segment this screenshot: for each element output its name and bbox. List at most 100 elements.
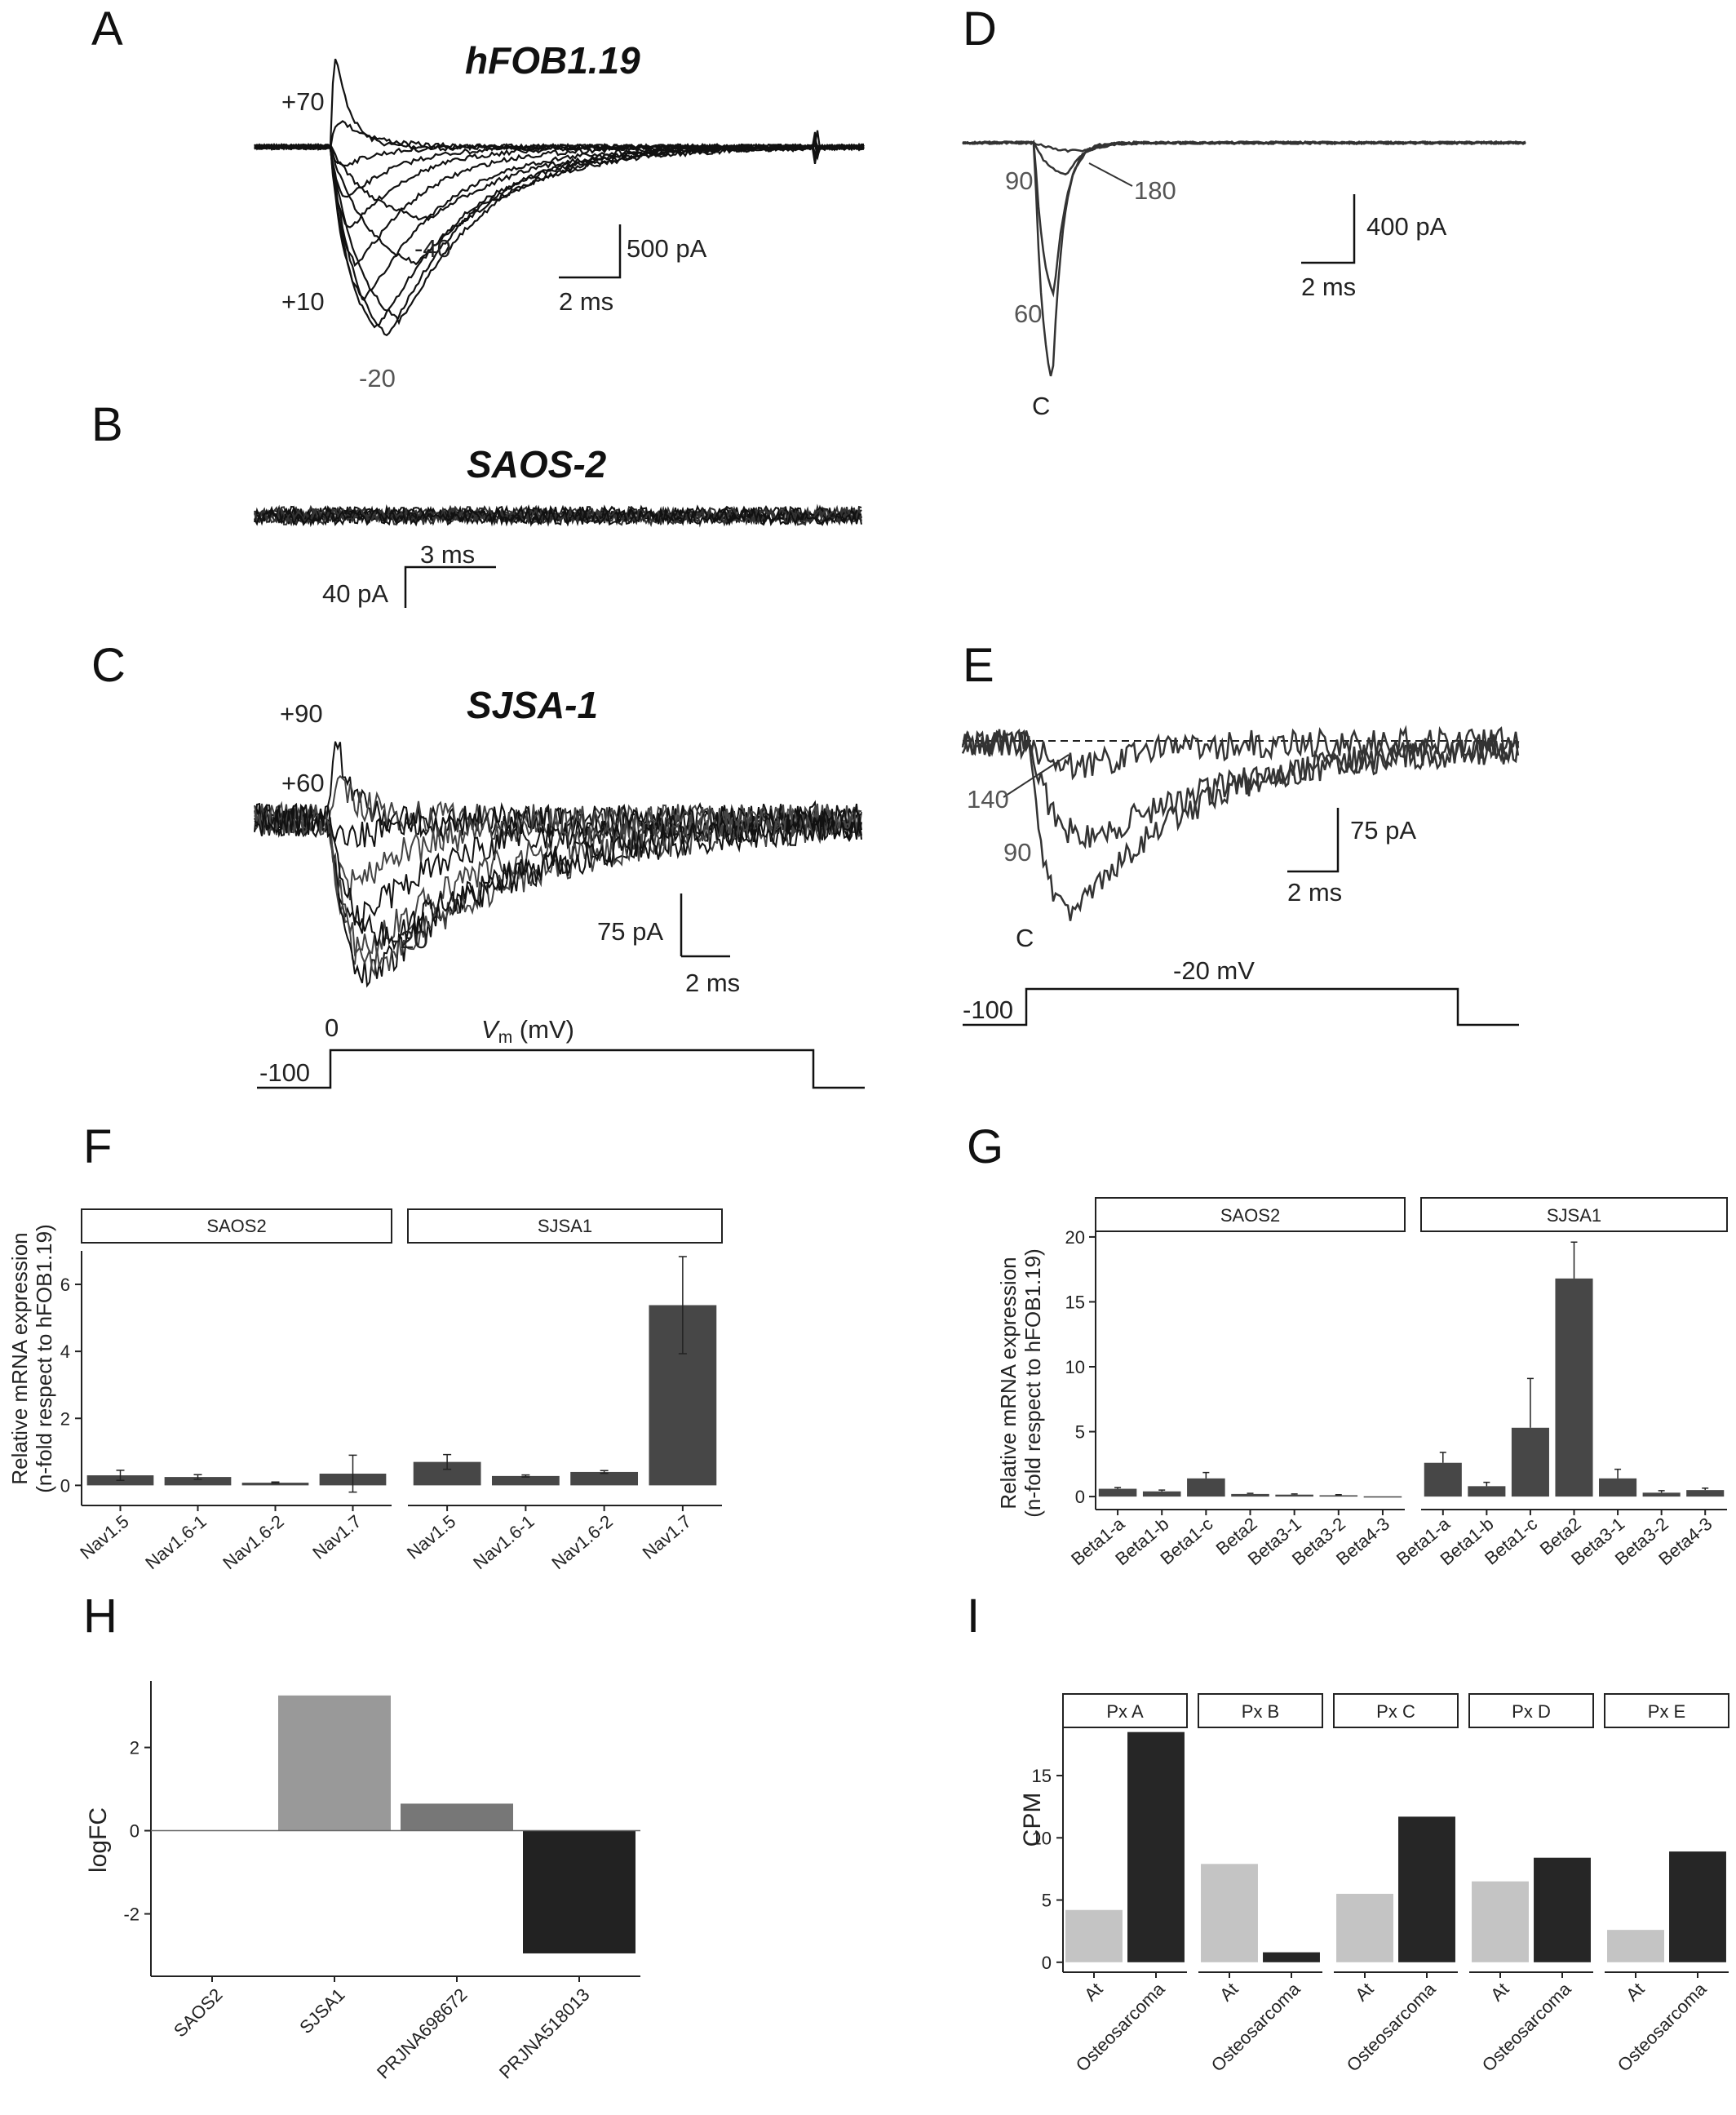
bar	[164, 1477, 232, 1486]
holding-label-e: -100	[963, 995, 1013, 1024]
x-tick-label: Nav1.6-1	[469, 1511, 538, 1574]
error-bar	[1291, 1493, 1298, 1495]
bar	[1669, 1851, 1726, 1962]
f-y-tick-label: 0	[60, 1475, 70, 1496]
panel-label-a: A	[91, 2, 123, 55]
error-bar	[116, 1470, 125, 1481]
bar	[1263, 1952, 1320, 1962]
g-y-tick-label: 15	[1065, 1292, 1085, 1312]
h-plot: -2 0 2 SAOS2 SJSA1 PRJNA698672 PRJNA518013	[123, 1681, 640, 2082]
error-bar	[1158, 1489, 1166, 1492]
error-bar	[348, 1454, 357, 1493]
g-y-tick-label: 0	[1075, 1487, 1085, 1507]
current-trace	[254, 802, 862, 951]
bar	[1363, 1496, 1402, 1498]
h-y-tick-label: 2	[130, 1738, 140, 1758]
g-facet-sjsa1: SJSA1Beta1-aBeta1-bBeta1-cBeta2Beta3-1Be…	[1393, 1197, 1728, 1569]
error-bar	[193, 1474, 202, 1480]
bar	[1065, 1909, 1123, 1962]
label-plus70: +70	[281, 87, 325, 116]
error-bar	[1202, 1471, 1210, 1479]
current-trace	[254, 137, 865, 268]
bar	[1472, 1881, 1529, 1962]
x-tick-label: SAOS2	[170, 1984, 227, 2042]
x-tick-label: At	[1351, 1979, 1377, 2005]
panel-b-saos2-traces: SAOS-2 3 ms 40 pA	[254, 443, 862, 608]
current-trace	[254, 142, 865, 228]
f-ylabel-line2: (n-fold respect to hFOB1.19)	[32, 1224, 56, 1492]
bar	[1599, 1478, 1637, 1497]
g-y-tick-label: 10	[1065, 1357, 1085, 1377]
error-bar	[271, 1481, 280, 1484]
error-bar	[1570, 1241, 1578, 1279]
x-tick-label: PRJNA518013	[495, 1984, 594, 2083]
scale-current-d: 400 pA	[1366, 212, 1447, 241]
bar	[1142, 1491, 1181, 1497]
g-y-tick-label: 5	[1075, 1422, 1085, 1443]
facet-strip-label: SJSA1	[538, 1216, 592, 1236]
scale-time-d: 2 ms	[1301, 273, 1356, 301]
label-plus10: +10	[281, 287, 325, 316]
label-minus40: -40	[414, 234, 451, 263]
facet-strip	[1420, 1197, 1728, 1232]
g-ylabel-line2: (n-fold respect to hFOB1.19)	[1021, 1248, 1045, 1517]
label-plus90: +90	[280, 699, 323, 728]
f-y-axis: 0 2 4 6	[60, 1251, 82, 1505]
panel-a-hfob-traces: hFOB1.19 +70 +10 -40 -20 500 pA 2 ms	[254, 39, 865, 392]
facet-strip	[81, 1208, 392, 1244]
panel-label-g: G	[967, 1120, 1003, 1173]
leader-d-180	[1088, 162, 1133, 187]
facet-strip	[1333, 1693, 1459, 1728]
error-bar	[1614, 1468, 1622, 1479]
error-bar	[1114, 1487, 1122, 1489]
bar	[1642, 1492, 1681, 1497]
g-y-axis: 0 5 10 15 20	[1065, 1224, 1096, 1510]
panel-label-h: H	[83, 1590, 117, 1643]
bar	[523, 1830, 636, 1953]
facet-strip	[407, 1208, 723, 1244]
x-tick-label: At	[1486, 1979, 1512, 2005]
panel-label-f: F	[83, 1120, 112, 1173]
label-d-control: C	[1032, 392, 1050, 420]
g-y-tick-label: 20	[1065, 1227, 1085, 1248]
current-trace	[254, 508, 862, 527]
protocol-label-c: Vm (mV)	[481, 1015, 574, 1047]
current-trace	[961, 725, 1520, 781]
current-trace	[254, 804, 862, 988]
current-trace	[962, 140, 1526, 377]
facet-strip-label: SJSA1	[1547, 1205, 1601, 1226]
current-trace	[962, 140, 1526, 153]
bar	[401, 1803, 513, 1831]
scale-bar-d	[1301, 194, 1356, 264]
facet-strip	[1062, 1693, 1188, 1728]
label-minus20: -20	[359, 364, 396, 392]
bar	[1607, 1930, 1664, 1962]
bar	[1098, 1488, 1137, 1497]
current-traces-b	[254, 503, 862, 528]
bar	[241, 1483, 309, 1486]
bar	[1275, 1494, 1313, 1497]
bar	[1231, 1493, 1269, 1497]
facet-strip-label: Px A	[1106, 1701, 1144, 1722]
current-trace	[254, 143, 865, 266]
panel-label-i: I	[967, 1590, 980, 1643]
error-bar	[1702, 1488, 1709, 1491]
error-bar	[1526, 1377, 1534, 1428]
scale-time-a: 2 ms	[559, 287, 613, 316]
current-trace	[254, 505, 862, 526]
panel-c-title: SJSA-1	[467, 684, 598, 726]
bar	[1686, 1490, 1725, 1497]
panel-f-nav-expression-chart: Relative mRNA expression (n-fold respect…	[7, 1208, 723, 1574]
panel-b-title: SAOS-2	[467, 443, 607, 486]
error-bar	[1483, 1481, 1490, 1487]
scale-current-c: 75 pA	[597, 917, 663, 946]
bar	[1398, 1816, 1455, 1962]
x-tick-label: Nav1.6-2	[547, 1511, 616, 1574]
bar	[278, 1695, 391, 1831]
bar	[1319, 1495, 1358, 1497]
facet-strip-label: SAOS2	[1220, 1205, 1280, 1226]
